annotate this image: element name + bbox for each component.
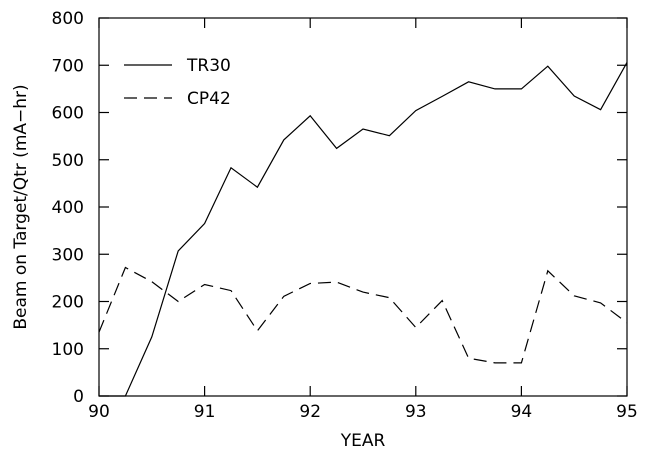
plot-frame (98, 17, 628, 397)
y-tick-label: 700 (52, 56, 84, 76)
legend: TR30 CP42 (124, 56, 231, 109)
y-tick-label: 500 (52, 151, 84, 171)
x-tick-label: 93 (405, 402, 427, 422)
x-axis-ticks (98, 18, 628, 396)
series-line-tr30 (99, 62, 628, 397)
y-axis-title: Beam on Target/Qtr (mA−hr) (11, 84, 31, 329)
y-tick-label: 600 (52, 104, 84, 124)
y-tick-label: 300 (52, 245, 84, 265)
legend-label-tr30: TR30 (186, 56, 231, 76)
x-tick-label: 90 (88, 402, 110, 422)
x-tick-label: 91 (194, 402, 216, 422)
y-tick-label: 200 (52, 293, 84, 313)
x-tick-label: 92 (299, 402, 321, 422)
x-axis-tick-labels: 90 91 92 93 94 95 (88, 402, 638, 422)
x-tick-label: 94 (511, 402, 533, 422)
y-tick-label: 400 (52, 198, 84, 218)
legend-label-cp42: CP42 (187, 89, 231, 109)
x-axis-title: YEAR (340, 431, 386, 451)
x-tick-label: 95 (616, 402, 638, 422)
series-group (98, 62, 628, 397)
y-axis-ticks (99, 17, 627, 397)
y-tick-label: 100 (52, 340, 84, 360)
series-line-cp42 (98, 266, 628, 364)
plot-frame-group (98, 17, 628, 397)
y-tick-label: 0 (73, 387, 84, 407)
y-tick-label: 800 (52, 9, 84, 29)
y-axis-tick-labels: 0 100 200 300 400 500 600 700 800 (52, 9, 84, 407)
